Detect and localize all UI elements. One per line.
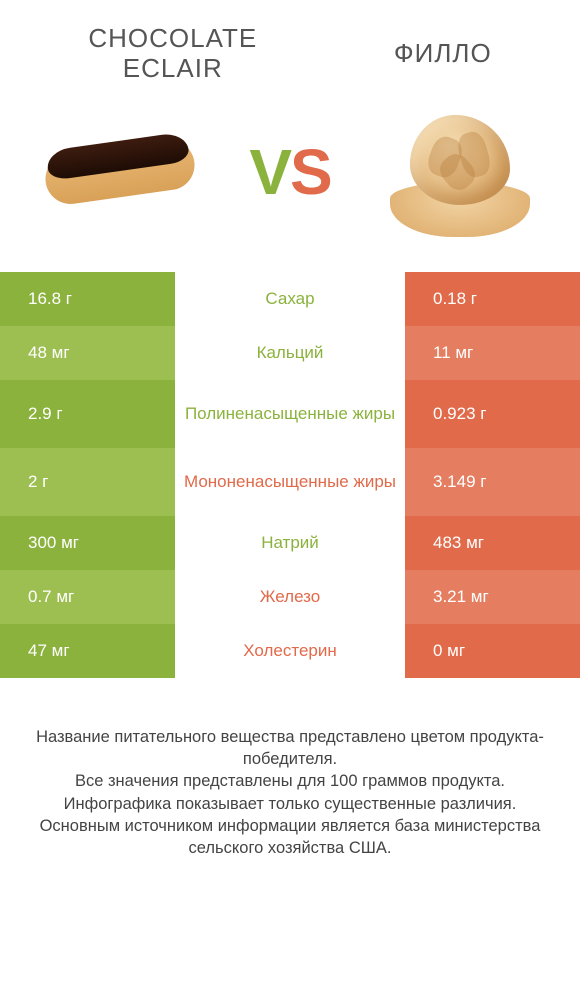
vs-v: V [249, 136, 290, 208]
vs-s: S [290, 136, 331, 208]
eclair-image [40, 102, 200, 242]
value-left: 47 мг [0, 624, 175, 678]
value-right: 483 мг [405, 516, 580, 570]
value-left: 48 мг [0, 326, 175, 380]
nutrient-label: Натрий [175, 516, 405, 570]
value-right: 3.149 г [405, 448, 580, 516]
footer-line: Все значения представлены для 100 граммо… [26, 770, 554, 792]
value-left: 300 мг [0, 516, 175, 570]
table-row: 0.7 мгЖелезо3.21 мг [0, 570, 580, 624]
value-left: 2.9 г [0, 380, 175, 448]
nutrient-label: Холестерин [175, 624, 405, 678]
vs-label: VS [249, 135, 330, 209]
footer-line: Инфографика показывает только существенн… [26, 793, 554, 815]
table-row: 48 мгКальций11 мг [0, 326, 580, 380]
table-row: 2 гМононенасыщенные жиры3.149 г [0, 448, 580, 516]
title-right: ФИЛЛО [394, 39, 492, 69]
table-row: 16.8 гСахар0.18 г [0, 272, 580, 326]
infographic: CHOCOLATEECLAIR ФИЛЛО VS 16.8 гСахар0.18… [0, 0, 580, 994]
value-left: 16.8 г [0, 272, 175, 326]
value-right: 0 мг [405, 624, 580, 678]
header: CHOCOLATEECLAIR ФИЛЛО [0, 0, 580, 92]
footer-line: Название питательного вещества представл… [26, 726, 554, 771]
value-left: 2 г [0, 448, 175, 516]
value-right: 0.18 г [405, 272, 580, 326]
value-right: 3.21 мг [405, 570, 580, 624]
phyllo-image [380, 102, 540, 242]
footer-line: Основным источником информации является … [26, 815, 554, 860]
comparison-table: 16.8 гСахар0.18 г48 мгКальций11 мг2.9 гП… [0, 272, 580, 678]
nutrient-label: Сахар [175, 272, 405, 326]
nutrient-label: Мононенасыщенные жиры [175, 448, 405, 516]
value-right: 11 мг [405, 326, 580, 380]
table-row: 300 мгНатрий483 мг [0, 516, 580, 570]
title-left: CHOCOLATEECLAIR [88, 24, 257, 84]
value-right: 0.923 г [405, 380, 580, 448]
nutrient-label: Полиненасыщенные жиры [175, 380, 405, 448]
images-row: VS [0, 92, 580, 272]
value-left: 0.7 мг [0, 570, 175, 624]
nutrient-label: Железо [175, 570, 405, 624]
table-row: 2.9 гПолиненасыщенные жиры0.923 г [0, 380, 580, 448]
nutrient-label: Кальций [175, 326, 405, 380]
table-row: 47 мгХолестерин0 мг [0, 624, 580, 678]
footer-notes: Название питательного вещества представл… [0, 678, 580, 860]
